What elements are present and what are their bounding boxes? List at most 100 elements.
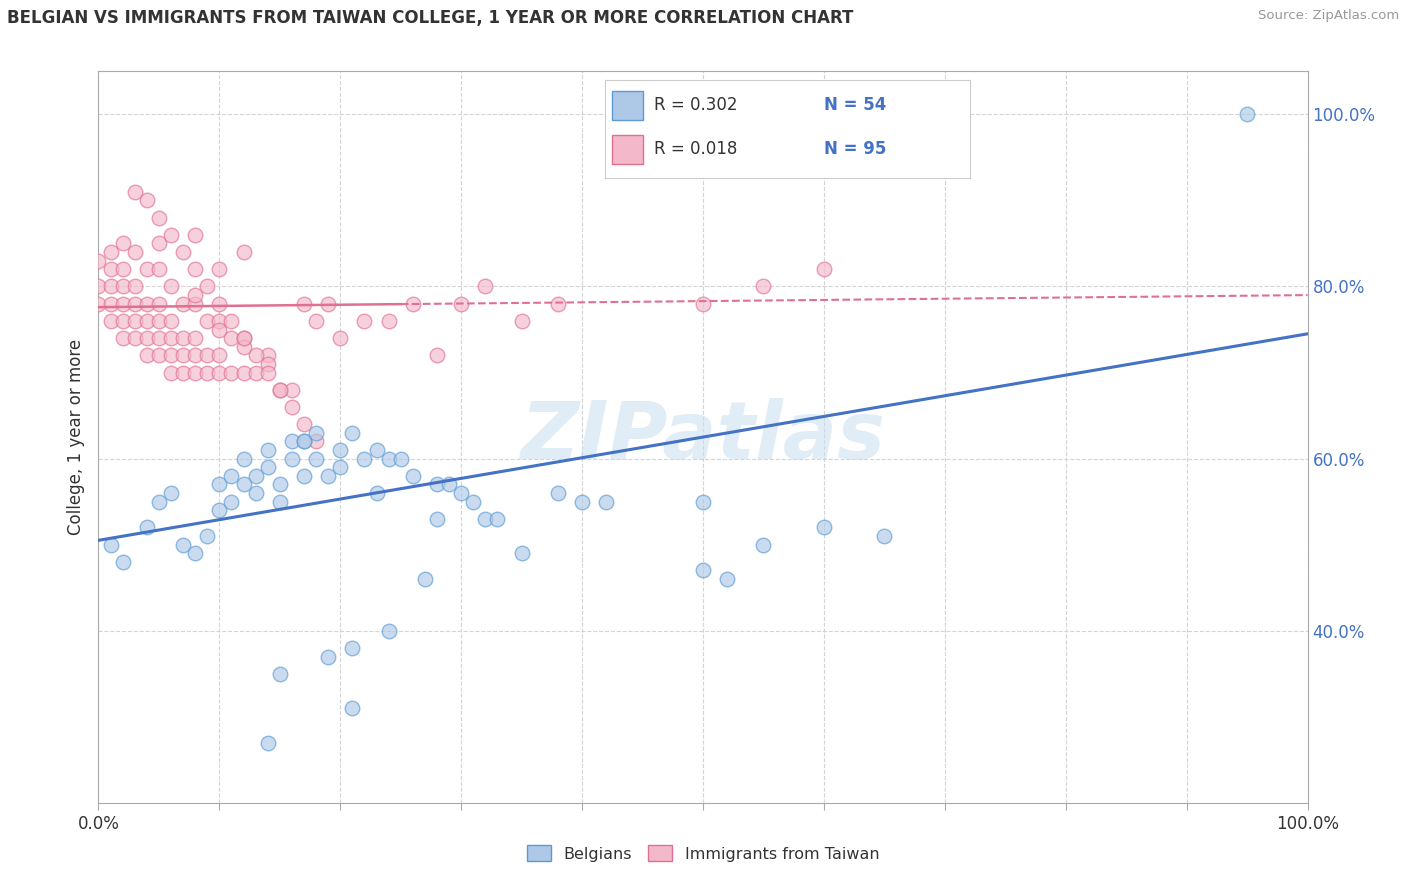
Point xyxy=(692,296,714,310)
Point xyxy=(316,468,339,483)
Point xyxy=(353,314,375,328)
Point xyxy=(232,331,254,345)
Point xyxy=(232,477,254,491)
Point xyxy=(342,425,364,440)
Point xyxy=(353,451,375,466)
Point xyxy=(813,520,835,534)
Point xyxy=(292,417,315,432)
Point xyxy=(256,366,278,380)
Point xyxy=(692,564,714,578)
Point xyxy=(208,366,231,380)
Point xyxy=(111,331,134,345)
Point xyxy=(135,194,157,208)
Text: R = 0.018: R = 0.018 xyxy=(654,140,737,158)
Point xyxy=(292,434,315,449)
Point xyxy=(342,701,364,715)
Text: N = 54: N = 54 xyxy=(824,95,886,114)
Point xyxy=(184,348,207,362)
Point xyxy=(752,538,775,552)
Point xyxy=(208,314,231,328)
Point xyxy=(245,486,267,500)
Point xyxy=(245,366,267,380)
Point xyxy=(281,400,304,414)
Point xyxy=(366,442,388,457)
Point xyxy=(160,486,183,500)
Point xyxy=(256,460,278,475)
Point xyxy=(377,451,399,466)
Point xyxy=(184,288,207,302)
Point xyxy=(195,348,218,362)
Point xyxy=(510,546,533,560)
Point xyxy=(172,348,194,362)
Point xyxy=(413,572,436,586)
Point xyxy=(111,262,134,277)
Point xyxy=(329,460,352,475)
Point xyxy=(692,494,714,508)
Point xyxy=(148,296,170,310)
Point xyxy=(510,314,533,328)
Point xyxy=(269,494,291,508)
Point xyxy=(232,366,254,380)
Point xyxy=(160,331,183,345)
Point xyxy=(402,296,425,310)
Point xyxy=(160,227,183,242)
Point xyxy=(208,322,231,336)
Point xyxy=(426,477,449,491)
Point xyxy=(256,357,278,371)
Y-axis label: College, 1 year or more: College, 1 year or more xyxy=(66,339,84,535)
Point xyxy=(148,494,170,508)
Text: N = 95: N = 95 xyxy=(824,140,886,158)
Point xyxy=(111,236,134,251)
Point xyxy=(124,331,146,345)
Point xyxy=(100,262,122,277)
Point xyxy=(437,477,460,491)
Point xyxy=(184,366,207,380)
Point xyxy=(195,529,218,543)
Point xyxy=(148,262,170,277)
Point xyxy=(281,451,304,466)
Point xyxy=(716,572,738,586)
Point xyxy=(172,296,194,310)
Point xyxy=(232,331,254,345)
Point xyxy=(184,296,207,310)
Point xyxy=(160,366,183,380)
Point xyxy=(232,340,254,354)
Point xyxy=(463,494,485,508)
Point xyxy=(160,348,183,362)
Point xyxy=(292,296,315,310)
Point xyxy=(1236,107,1258,121)
Point xyxy=(450,296,472,310)
Point xyxy=(305,434,328,449)
Point xyxy=(245,348,267,362)
Point xyxy=(221,314,243,328)
Point xyxy=(377,624,399,638)
Point xyxy=(329,442,352,457)
Point xyxy=(124,279,146,293)
Point xyxy=(172,331,194,345)
Point xyxy=(160,314,183,328)
Point xyxy=(87,253,110,268)
Point xyxy=(124,314,146,328)
Point xyxy=(232,451,254,466)
Point xyxy=(377,314,399,328)
Point xyxy=(195,366,218,380)
Point xyxy=(184,331,207,345)
Point xyxy=(292,468,315,483)
Point xyxy=(269,666,291,681)
Point xyxy=(124,185,146,199)
Point xyxy=(184,227,207,242)
Point xyxy=(595,494,617,508)
Point xyxy=(305,314,328,328)
Point xyxy=(208,503,231,517)
Point xyxy=(148,348,170,362)
Point xyxy=(208,477,231,491)
Text: Source: ZipAtlas.com: Source: ZipAtlas.com xyxy=(1258,9,1399,22)
Point xyxy=(208,348,231,362)
Point xyxy=(426,348,449,362)
Point xyxy=(135,520,157,534)
Point xyxy=(135,331,157,345)
Point xyxy=(474,512,496,526)
Point xyxy=(100,314,122,328)
Point xyxy=(547,296,569,310)
Point xyxy=(329,331,352,345)
